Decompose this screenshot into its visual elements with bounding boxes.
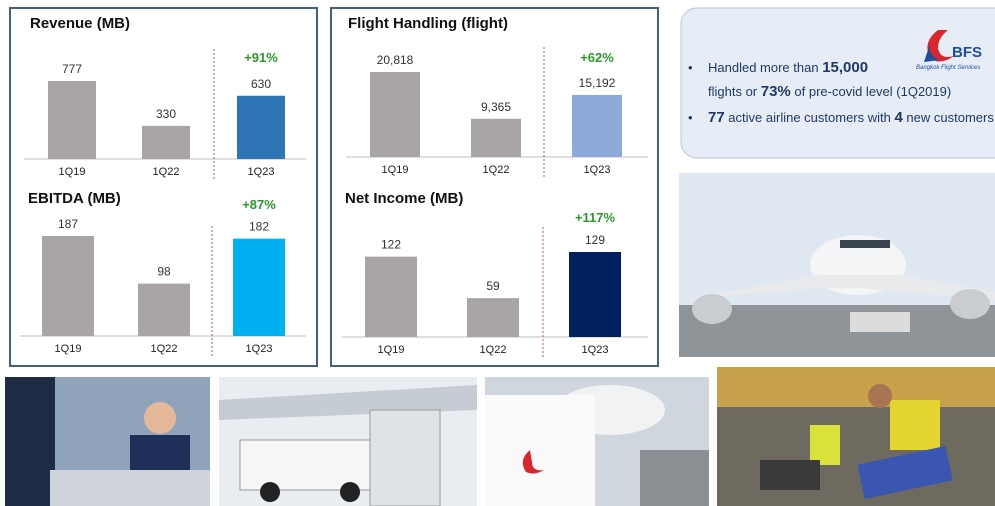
worker-vest	[810, 425, 840, 465]
data-label: 59	[486, 279, 500, 293]
chart-title: EBITDA (MB)	[28, 190, 121, 207]
agent	[130, 435, 190, 475]
x-tick-label: 1Q22	[151, 343, 178, 355]
data-label: 15,192	[579, 76, 616, 90]
text: Handled more than	[708, 60, 822, 75]
bar	[370, 72, 420, 157]
chart-title: Revenue (MB)	[30, 15, 130, 32]
x-tick-label: 1Q23	[248, 166, 275, 178]
growth-annotation: +117%	[575, 210, 616, 225]
data-label: 777	[62, 62, 82, 76]
growth-annotation: +91%	[244, 50, 278, 65]
photo-airplane	[679, 173, 995, 357]
x-tick-label: 1Q19	[382, 164, 409, 176]
x-tick-label: 1Q23	[584, 164, 611, 176]
ground	[640, 450, 709, 506]
agent-face	[144, 402, 176, 434]
growth-annotation: +62%	[580, 50, 614, 65]
data-label: 9,365	[481, 100, 511, 114]
data-label: 20,818	[377, 53, 414, 67]
text: active airline customers with	[725, 110, 895, 125]
bar	[42, 236, 94, 336]
bullet-text: 77 active airline customers with 4 new c…	[708, 109, 994, 126]
slide: BFS Bangkok Flight Services • Handled mo…	[0, 0, 995, 506]
bar	[471, 119, 521, 157]
ceiling	[717, 367, 995, 407]
lift	[370, 410, 440, 506]
bar	[48, 81, 96, 159]
x-tick-label: 1Q19	[59, 166, 86, 178]
truck	[240, 440, 380, 490]
x-tick-label: 1Q23	[582, 344, 609, 356]
bar	[569, 252, 621, 337]
x-tick-label: 1Q19	[55, 343, 82, 355]
bullet-text: Handled more than 15,000	[708, 59, 868, 76]
bar	[237, 96, 285, 159]
cockpit	[840, 240, 890, 248]
logo-caption: Bangkok Flight Services	[916, 65, 980, 71]
photo-baggage	[717, 367, 995, 506]
truck-body	[485, 395, 595, 506]
highlight: 15,000	[822, 59, 868, 76]
growth-annotation: +87%	[242, 197, 276, 212]
bar	[467, 298, 519, 337]
data-label: 187	[58, 217, 78, 231]
worker-vest	[890, 400, 940, 450]
data-label: 330	[156, 107, 176, 121]
worker-face	[868, 384, 892, 408]
x-tick-label: 1Q22	[153, 166, 180, 178]
photo-counter	[5, 377, 210, 506]
photo-loader	[485, 377, 709, 506]
bar	[138, 284, 190, 336]
photo-truck	[219, 377, 477, 506]
text: of pre-covid level (1Q2019)	[791, 84, 951, 99]
data-label: 182	[249, 220, 269, 234]
logo-text: BFS	[952, 44, 982, 61]
bullet-text: flights or 73% of pre-covid level (1Q201…	[708, 83, 951, 100]
x-tick-label: 1Q22	[480, 344, 507, 356]
highlight: 73%	[761, 83, 791, 100]
chart-title: Net Income (MB)	[345, 190, 463, 207]
data-label: 122	[381, 238, 401, 252]
bar	[365, 257, 417, 337]
info-background	[681, 8, 995, 158]
data-label: 98	[157, 265, 171, 279]
engine	[950, 289, 990, 319]
wheel	[260, 482, 280, 502]
data-label: 129	[585, 233, 605, 247]
x-tick-label: 1Q19	[378, 344, 405, 356]
wheel	[340, 482, 360, 502]
bullet-dot: •	[688, 60, 693, 75]
customer	[5, 377, 55, 506]
engine	[692, 294, 732, 324]
bar	[142, 126, 190, 159]
suitcase	[760, 460, 820, 490]
text: new customers	[903, 110, 995, 125]
x-tick-label: 1Q22	[483, 164, 510, 176]
chart-title: Flight Handling (flight)	[348, 15, 508, 32]
highlight: 77	[708, 109, 725, 126]
bullet-dot: •	[688, 110, 693, 125]
x-tick-label: 1Q23	[246, 343, 273, 355]
text: flights or	[708, 84, 761, 99]
info-box: BFS Bangkok Flight Services • Handled mo…	[681, 8, 995, 158]
tug	[850, 312, 910, 332]
data-label: 630	[251, 77, 271, 91]
counter	[50, 470, 210, 506]
bar	[233, 239, 285, 336]
bar	[572, 95, 622, 157]
